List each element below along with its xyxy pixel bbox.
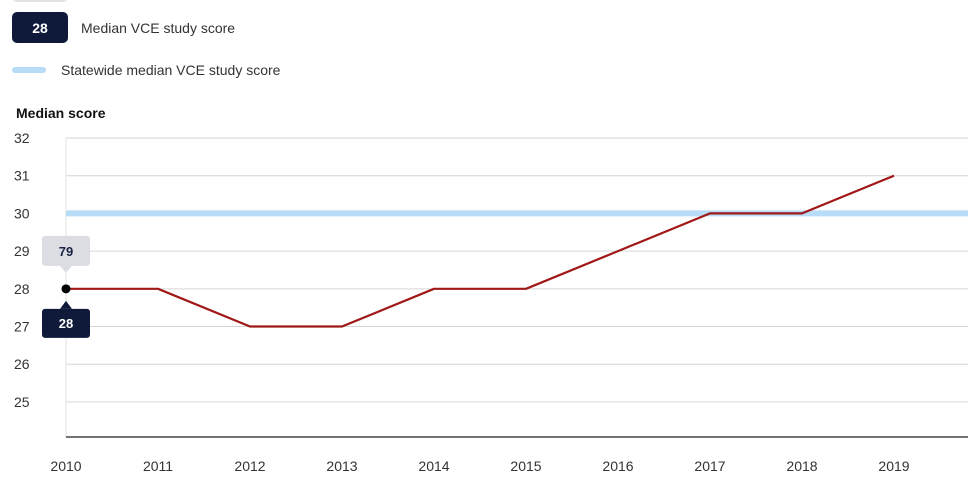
x-tick-label-2010: 2010 <box>50 458 81 474</box>
median-score-line <box>66 174 895 328</box>
y-tick-label-27: 27 <box>14 319 30 335</box>
tooltip-bottom-pointer <box>60 300 72 309</box>
tooltip-top-pointer <box>60 265 72 273</box>
x-tick-label-2014: 2014 <box>418 458 449 474</box>
statewide-legend-label: Statewide median VCE study score <box>61 62 281 78</box>
x-tick-label-2019: 2019 <box>878 458 909 474</box>
y-tick-label-31: 31 <box>14 168 30 184</box>
x-tick-label-2012: 2012 <box>234 458 265 474</box>
y-tick-label-30: 30 <box>14 205 30 221</box>
chart-legend: 28 Median VCE study score Statewide medi… <box>0 0 400 95</box>
hover-tooltip: 79 28 <box>42 235 90 338</box>
x-tick-label-2018: 2018 <box>786 458 817 474</box>
legend-previous-badge <box>12 0 68 2</box>
y-tick-label-26: 26 <box>14 356 30 372</box>
tooltip-bottom-value: 28 <box>59 316 73 331</box>
y-tick-label-32: 32 <box>14 130 30 146</box>
y-axis-ticks: 25 26 27 28 29 30 31 32 <box>14 130 30 410</box>
tooltip-top-value: 79 <box>59 244 73 259</box>
median-legend-label: Median VCE study score <box>81 19 236 36</box>
grid-lines <box>65 137 968 438</box>
median-badge: 28 <box>12 12 68 43</box>
x-axis-ticks: 2010 2011 2012 2013 2014 2015 2016 2017 2018 2019 <box>50 458 909 474</box>
y-axis-title: Median score <box>16 105 106 121</box>
x-tick-label-2016: 2016 <box>602 458 633 474</box>
y-tick-label-28: 28 <box>14 281 30 297</box>
tooltip-bottom-box <box>42 308 90 338</box>
y-tick-label-25: 25 <box>14 394 30 410</box>
y-tick-label-29: 29 <box>14 243 30 259</box>
x-tick-label-2011: 2011 <box>143 458 173 474</box>
x-tick-label-2013: 2013 <box>326 458 357 474</box>
x-tick-label-2015: 2015 <box>510 458 541 474</box>
legend-item-statewide[interactable]: Statewide median VCE study score <box>12 62 280 78</box>
statewide-swatch <box>12 67 46 73</box>
highlighted-point <box>61 284 71 294</box>
tooltip-top-box <box>42 235 90 266</box>
x-tick-label-2017: 2017 <box>694 458 725 474</box>
legend-item-median[interactable]: 28 Median VCE study score <box>12 12 235 43</box>
series-lines <box>66 174 968 328</box>
